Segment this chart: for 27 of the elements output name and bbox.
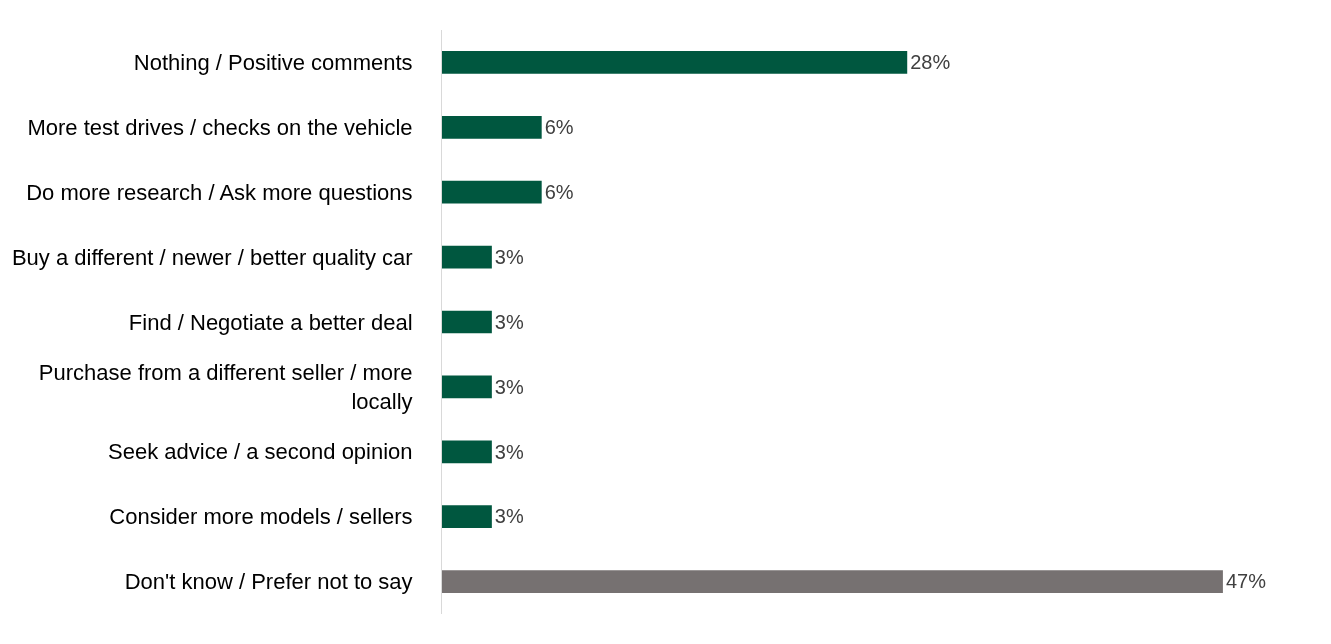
bar <box>442 505 492 529</box>
bar <box>442 440 492 464</box>
y-tick-label: Buy a different / newer / better quality car <box>11 244 413 270</box>
bar <box>442 245 492 269</box>
bar <box>442 115 542 139</box>
bar <box>442 51 908 74</box>
data-label: 3% <box>494 245 524 268</box>
data-label: 3% <box>494 440 524 463</box>
y-tick-label: Don't know / Prefer not to say <box>124 569 413 595</box>
bar <box>442 570 1223 593</box>
bar <box>442 375 492 399</box>
data-label: 3% <box>494 310 524 333</box>
y-tick-label: Purchase from a different seller / more locally <box>38 360 413 414</box>
data-label: 47% <box>1225 570 1267 593</box>
y-tick-label: Do more research / Ask more questions <box>26 179 413 205</box>
data-label: 3% <box>494 375 524 398</box>
y-tick-label: Find / Negotiate a better deal <box>128 309 413 335</box>
bar <box>442 180 542 204</box>
bar <box>442 310 492 334</box>
y-tick-label: More test drives / checks on the vehicle <box>27 115 413 141</box>
data-label: 6% <box>544 181 574 204</box>
y-tick-label: Nothing / Positive comments <box>133 50 413 76</box>
data-label: 28% <box>910 51 951 74</box>
data-label: 3% <box>494 505 524 528</box>
y-tick-label: Seek advice / a second opinion <box>108 439 413 465</box>
data-label: 6% <box>544 116 574 139</box>
y-tick-label: Consider more models / sellers <box>109 504 413 530</box>
